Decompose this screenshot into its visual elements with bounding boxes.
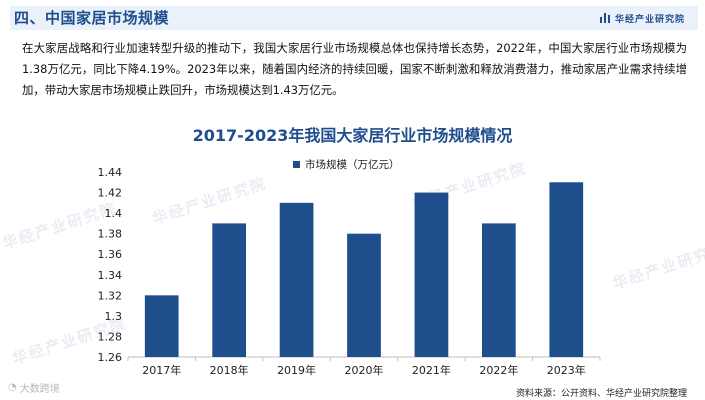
brand: 华经产业研究院 [599, 11, 685, 25]
section-title: 四、中国家居市场规模 [14, 9, 170, 27]
y-tick-label: 1.28 [98, 330, 123, 343]
y-tick-label: 1.44 [98, 166, 123, 179]
chart-title: 2017-2023年我国大家居行业市场规模情况 [192, 126, 513, 145]
intro-paragraph: 在大家居战略和行业加速转型升级的推动下，我国大家居行业市场规模总体也保持增长态势… [22, 41, 687, 97]
y-tick-label: 1.32 [98, 289, 123, 302]
brand-logo-icon [599, 13, 610, 23]
header-bar [10, 6, 698, 30]
bar [212, 223, 246, 357]
corner-logo-icon: ◔ [8, 382, 17, 393]
chart-legend: 市场规模（万亿元） [293, 157, 400, 172]
x-tick-label: 2021年 [412, 363, 451, 377]
x-tick-label: 2018年 [210, 363, 249, 377]
bar [414, 192, 449, 357]
legend-label: 市场规模（万亿元） [305, 159, 400, 171]
bar [279, 202, 314, 357]
corner-logo-text: 大数跨境 [19, 384, 60, 395]
y-tick-label: 1.34 [98, 269, 123, 282]
brand-name: 华经产业研究院 [614, 14, 685, 25]
bar [144, 295, 179, 357]
x-tick-label: 2019年 [277, 363, 316, 377]
source-note: 资料来源：公开资料、华经产业研究院整理 [515, 389, 687, 399]
x-tick-label: 2020年 [345, 363, 384, 377]
bar [549, 182, 584, 357]
y-tick-label: 1.3 [105, 310, 123, 323]
bar [482, 223, 516, 357]
bar [347, 233, 381, 357]
x-tick-label: 2017年 [142, 363, 181, 377]
y-tick-label: 1.4 [105, 207, 123, 220]
corner-logo: ◔ 大数跨境 [8, 380, 60, 395]
y-tick-label: 1.42 [98, 187, 123, 200]
y-tick-label: 1.36 [98, 248, 123, 261]
x-tick-label: 2022年 [479, 363, 518, 377]
y-tick-label: 1.38 [98, 228, 123, 241]
legend-swatch [293, 161, 300, 168]
x-tick-label: 2023年 [547, 363, 586, 377]
y-tick-label: 1.26 [98, 351, 123, 364]
